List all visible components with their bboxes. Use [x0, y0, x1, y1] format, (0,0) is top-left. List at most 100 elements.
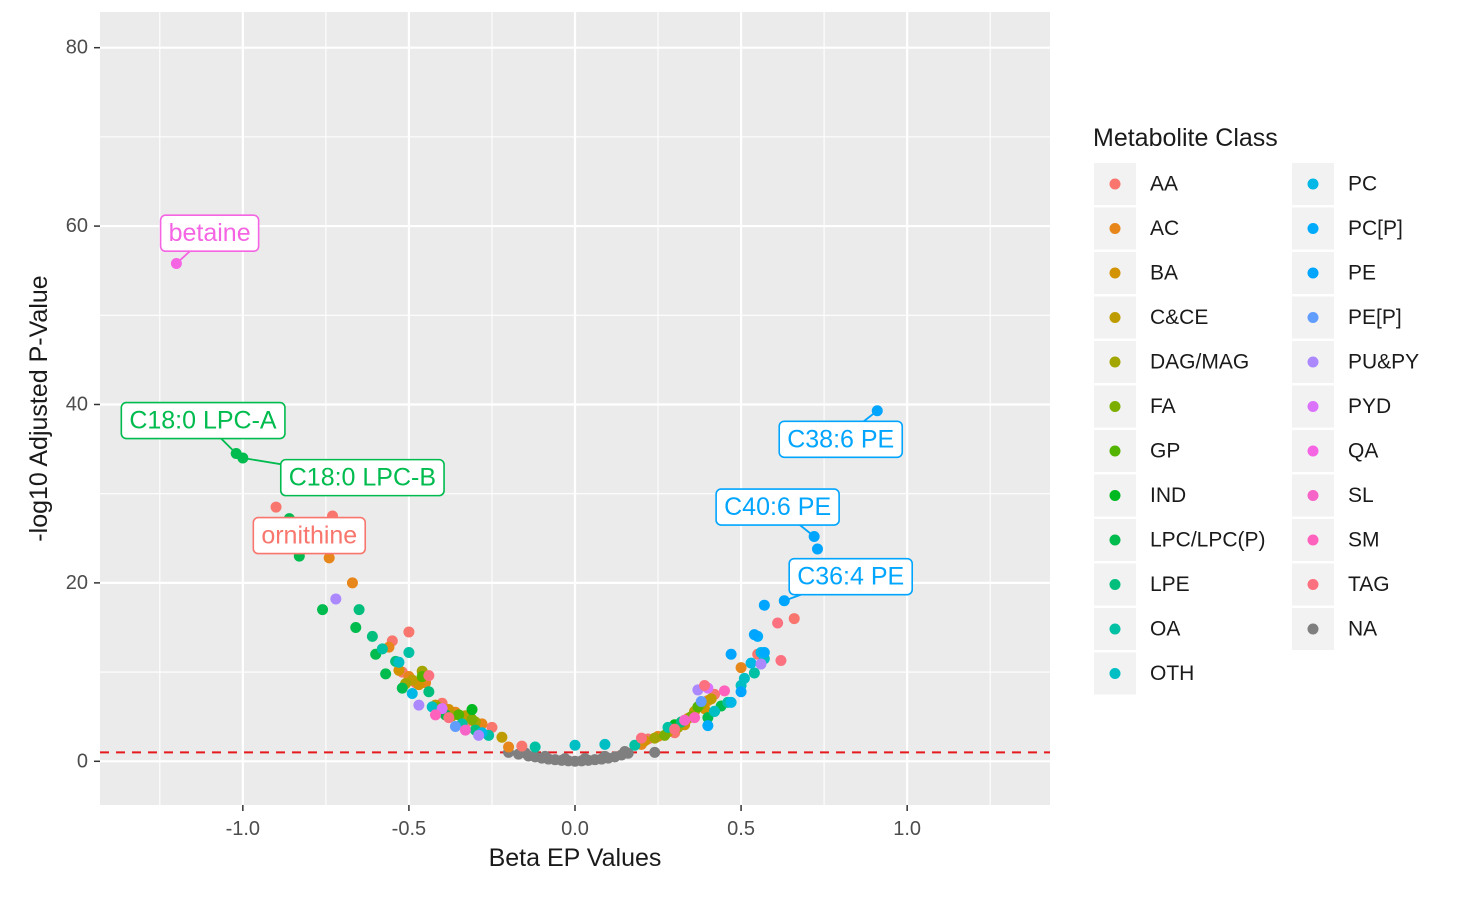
annotation-label: C40:6 PE [724, 493, 831, 521]
data-point-gp [453, 709, 465, 721]
legend-swatch [1307, 534, 1319, 546]
data-point-pe-p- [695, 696, 707, 708]
legend-item-ac: AC [1094, 207, 1179, 250]
legend-item-oa: OA [1094, 608, 1180, 650]
y-tick-label: 80 [66, 37, 88, 59]
legend-swatch [1307, 623, 1319, 635]
legend-label: C&CE [1150, 306, 1208, 329]
x-tick-label: 0.0 [561, 818, 589, 840]
data-point-sm [429, 709, 441, 721]
x-tick-label: -0.5 [392, 818, 426, 840]
data-point-ac [323, 552, 335, 564]
grid [100, 12, 1050, 805]
annotation-c36-4-pe: C36:4 PE [783, 557, 914, 602]
data-point-oa [748, 667, 760, 679]
annotation-label: betaine [169, 219, 251, 247]
data-point-pe [811, 543, 823, 555]
legend-swatch [1109, 312, 1121, 323]
y-tick-label: 40 [66, 393, 88, 415]
legend-item-c-ce: C&CE [1094, 296, 1208, 339]
legend-label: PE[P] [1348, 306, 1402, 329]
legend-item-sm: SM [1292, 519, 1380, 561]
legend-label: NA [1348, 618, 1377, 641]
legend-item-pe: PE [1292, 252, 1376, 294]
data-points [170, 258, 883, 767]
legend-swatch [1307, 178, 1319, 190]
annotations: betaine C18:0 LPC-A C18:0 LPC-B ornithine C3… [120, 214, 914, 602]
data-point-pc [745, 657, 757, 669]
data-point-pu-py [755, 658, 767, 670]
data-point-sm [689, 712, 701, 724]
legend-label: PE [1348, 262, 1376, 285]
legend-swatch [1307, 579, 1319, 590]
x-tick-label: -1.0 [226, 818, 260, 840]
legend-item-lpe: LPE [1094, 563, 1190, 606]
data-point-sm [718, 685, 730, 697]
legend-label: FA [1150, 395, 1176, 418]
data-point-na [649, 746, 661, 758]
data-point-oth [738, 672, 750, 684]
data-point-pe-p- [449, 721, 461, 733]
x-tick-label: 1.0 [893, 818, 921, 840]
data-point-pu-py [473, 729, 485, 741]
data-point-aa [788, 613, 800, 625]
annotation-label: C18:0 LPC-B [289, 464, 436, 492]
legend-item-pe-p-: PE[P] [1292, 296, 1402, 339]
data-point-sl [459, 724, 471, 736]
data-point-na [539, 750, 551, 762]
legend-item-pc: PC [1292, 163, 1377, 205]
annotation-box [120, 401, 286, 440]
legend-label: BA [1150, 262, 1178, 285]
legend-swatch [1307, 312, 1319, 323]
data-point-pu-py [413, 699, 425, 711]
annotation-box [715, 488, 840, 526]
data-point-pe [735, 686, 747, 698]
annotation-label: C18:0 LPC-A [129, 407, 277, 435]
legend-item-pc-p-: PC[P] [1292, 207, 1403, 250]
x-axis-title: Beta EP Values [489, 844, 662, 872]
annotation-box [252, 516, 367, 555]
data-point-ind [466, 704, 478, 716]
legend-label: QA [1348, 440, 1378, 463]
annotation-label: ornithine [261, 522, 357, 550]
legend: Metabolite Class AA AC BA C&CE DAG/MAG FA GP IN… [1093, 124, 1419, 695]
legend-item-pyd: PYD [1292, 385, 1391, 428]
annotation-c18-0-lpc-a: C18:0 LPC-A [120, 401, 286, 455]
legend-label: OTH [1150, 662, 1194, 685]
data-point-pc [406, 687, 418, 699]
data-point-c-ce [705, 693, 717, 705]
data-point-oth [569, 739, 581, 751]
legend-item-pu-py: PU&PY [1292, 341, 1419, 383]
axes: -1.0 -0.5 0.0 0.5 1.0 0 20 40 60 80 [66, 37, 921, 840]
y-tick-label: 0 [77, 750, 88, 772]
legend-item-gp: GP [1094, 430, 1180, 472]
data-point-tag [423, 670, 435, 682]
legend-item-tag: TAG [1292, 563, 1390, 606]
legend-item-aa: AA [1094, 163, 1178, 205]
legend-label: DAG/MAG [1150, 351, 1249, 374]
annotation-label: C36:4 PE [797, 563, 904, 591]
legend-label: AC [1150, 217, 1179, 240]
y-tick-label: 60 [66, 215, 88, 237]
data-point-tag [699, 679, 711, 691]
data-point-pe [725, 648, 737, 660]
annotation-c38-6-pe: C38:6 PE [778, 410, 904, 459]
legend-item-na: NA [1292, 608, 1377, 650]
annotation-box [788, 557, 914, 596]
data-point-na [559, 753, 571, 765]
legend-swatch [1109, 490, 1121, 501]
legend-swatch [1307, 223, 1319, 234]
legend-item-fa: FA [1094, 385, 1176, 428]
legend-swatch [1109, 579, 1121, 590]
legend-label: LPE [1150, 573, 1190, 596]
data-point-fa [466, 713, 478, 725]
data-point-ac [346, 577, 358, 589]
legend-swatch [1307, 267, 1319, 279]
legend-swatch [1307, 401, 1319, 412]
data-point-lpe [423, 686, 435, 698]
legend-swatch [1307, 490, 1319, 501]
legend-swatch [1109, 623, 1121, 635]
data-point-oth [393, 656, 405, 668]
legend-swatch [1109, 178, 1121, 190]
data-point-c-ce [496, 731, 508, 743]
